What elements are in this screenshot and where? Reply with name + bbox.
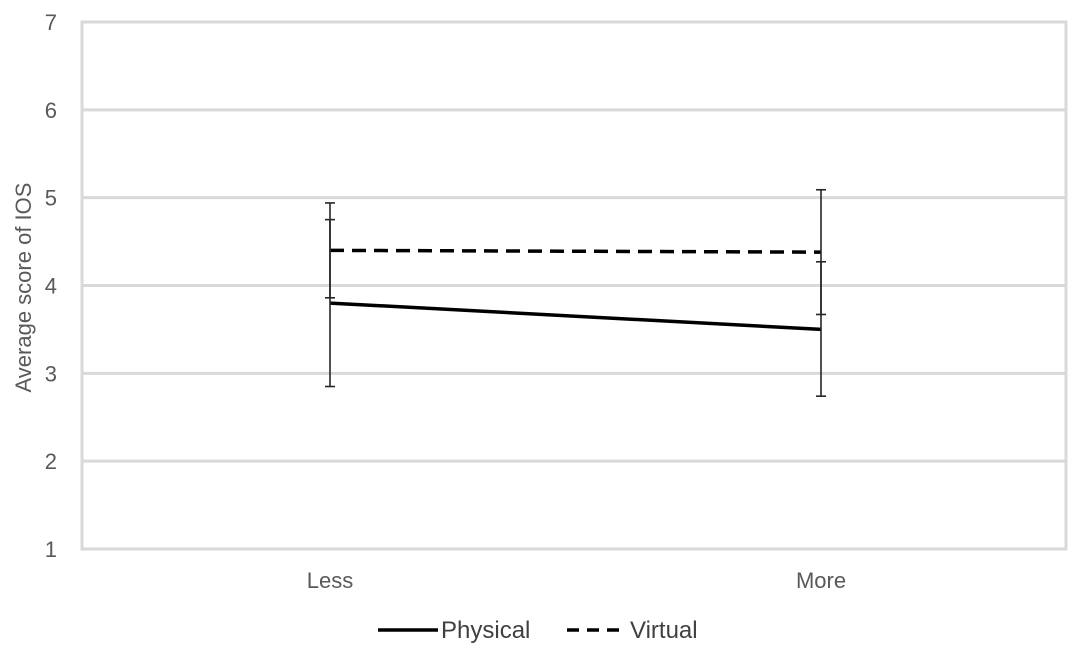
y-tick-label: 3: [45, 361, 57, 386]
series-lines: [329, 248, 822, 332]
y-tick-label: 6: [45, 98, 57, 123]
x-tick-label: Less: [307, 568, 353, 593]
y-tick-label: 7: [45, 10, 57, 35]
x-tick-labels: Less More: [307, 568, 846, 593]
y-tick-label: 1: [45, 537, 57, 562]
y-axis-title: Average score of IOS: [11, 183, 36, 393]
error-bars: [325, 188, 826, 397]
series-line-virtual: [329, 248, 822, 254]
legend-label-physical: Physical: [441, 617, 530, 644]
series-line-physical: [329, 301, 822, 332]
plot-frame: [80, 20, 1068, 551]
y-tick-label: 5: [45, 186, 57, 211]
x-tick-label: More: [796, 568, 846, 593]
y-tick-label: 4: [45, 274, 57, 299]
gridlines: [82, 108, 1066, 463]
legend-label-virtual: Virtual: [630, 617, 698, 644]
y-tick-label: 2: [45, 449, 57, 474]
legend: Physical Virtual: [378, 617, 698, 644]
y-tick-labels: 1 2 3 4 5 6 7: [45, 10, 57, 562]
